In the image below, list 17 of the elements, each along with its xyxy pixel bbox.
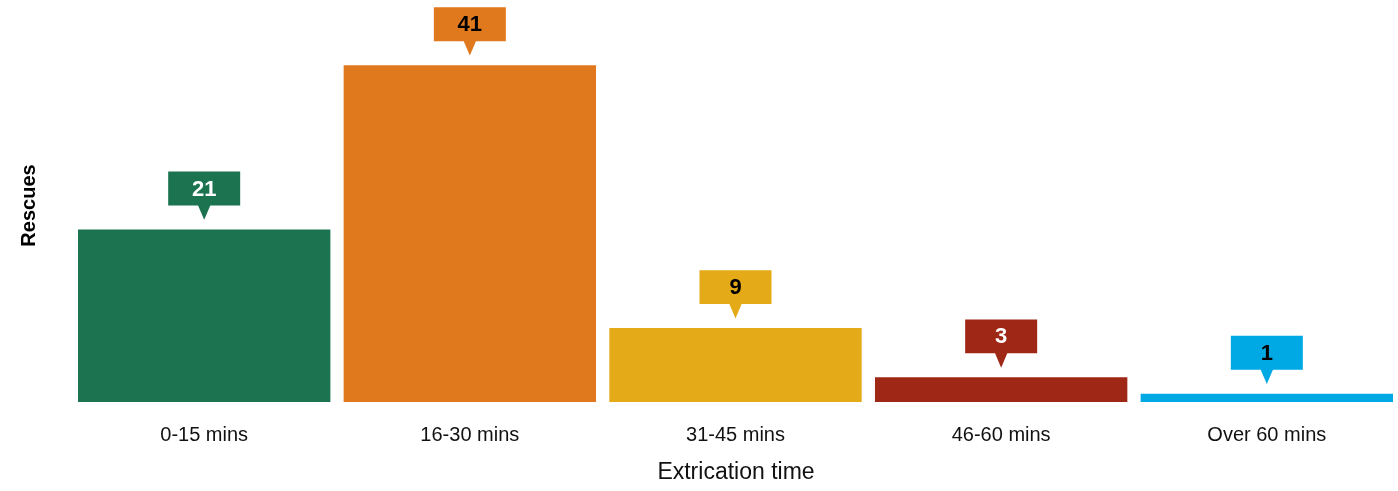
- data-label: 9: [729, 274, 742, 300]
- x-axis-title: Extrication time: [657, 457, 815, 484]
- x-tick-label: 46-60 mins: [951, 422, 1051, 445]
- bar: [1140, 393, 1393, 402]
- data-label: 1: [1260, 339, 1273, 365]
- y-axis-title: Rescues: [16, 164, 39, 247]
- bar: [343, 65, 597, 402]
- x-tick-label: 31-45 mins: [686, 422, 785, 445]
- data-label: 3: [995, 323, 1008, 349]
- data-label: 21: [191, 175, 217, 201]
- data-label: 41: [457, 11, 483, 37]
- bar: [874, 377, 1128, 402]
- x-tick-label: 0-15 mins: [160, 422, 249, 445]
- bar: [78, 229, 331, 402]
- x-tick-label: 16-30 mins: [420, 422, 520, 445]
- bar: [609, 328, 862, 402]
- x-tick-label: Over 60 mins: [1207, 422, 1327, 445]
